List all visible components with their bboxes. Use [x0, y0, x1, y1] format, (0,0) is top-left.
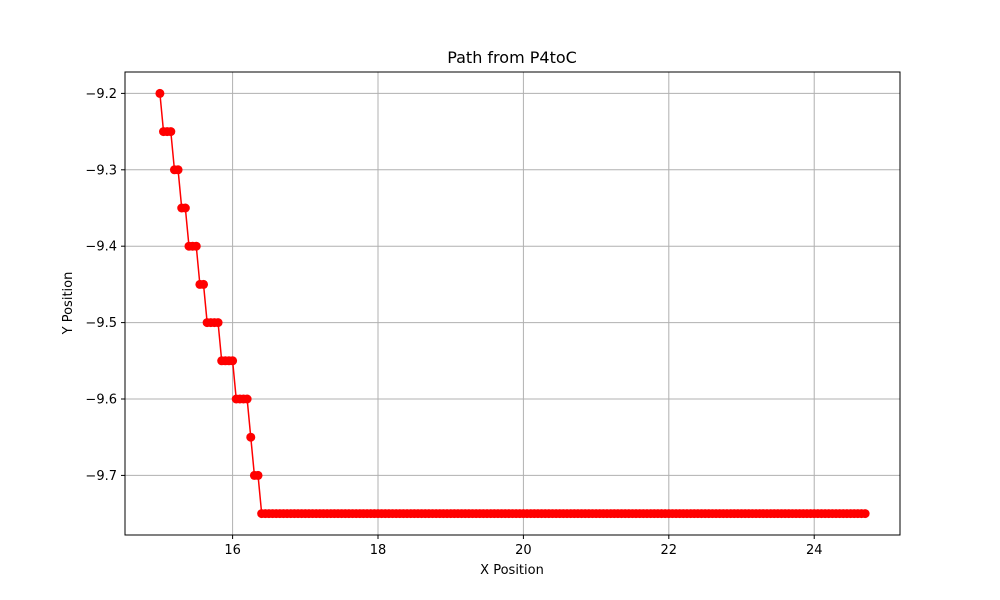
x-tick-label: 16	[224, 543, 241, 558]
grid	[125, 72, 900, 535]
data-point	[860, 509, 870, 519]
y-tick-label: −9.2	[85, 87, 117, 102]
data-point	[213, 318, 223, 328]
x-tick-label: 20	[515, 543, 532, 558]
data-point	[180, 203, 190, 213]
y-tick-label: −9.5	[85, 316, 117, 331]
data-point	[253, 470, 263, 480]
data-point	[199, 279, 209, 289]
y-tick-label: −9.4	[85, 240, 117, 255]
ticks: 16 18 20 22 24 −9.2 −9.3 −9.4 −9.5 −9.6 −9.7	[85, 87, 822, 558]
x-axis-label: X Position	[480, 563, 544, 578]
y-tick-label: −9.6	[85, 393, 117, 408]
x-tick-label: 24	[806, 543, 823, 558]
data-point	[166, 127, 176, 137]
x-tick-label: 18	[370, 543, 387, 558]
data-point	[173, 165, 183, 175]
data-point	[228, 356, 238, 366]
data-point	[191, 241, 201, 251]
x-tick-label: 22	[661, 543, 678, 558]
series-group	[155, 88, 870, 519]
y-tick-label: −9.3	[85, 163, 117, 178]
data-point	[242, 394, 252, 404]
data-point	[155, 88, 165, 98]
plot-frame	[124, 71, 901, 536]
y-tick-label: −9.7	[85, 469, 117, 484]
data-point	[246, 432, 256, 442]
chart-title: Path from P4toC	[447, 48, 577, 67]
y-axis-label: Y Position	[61, 272, 76, 336]
